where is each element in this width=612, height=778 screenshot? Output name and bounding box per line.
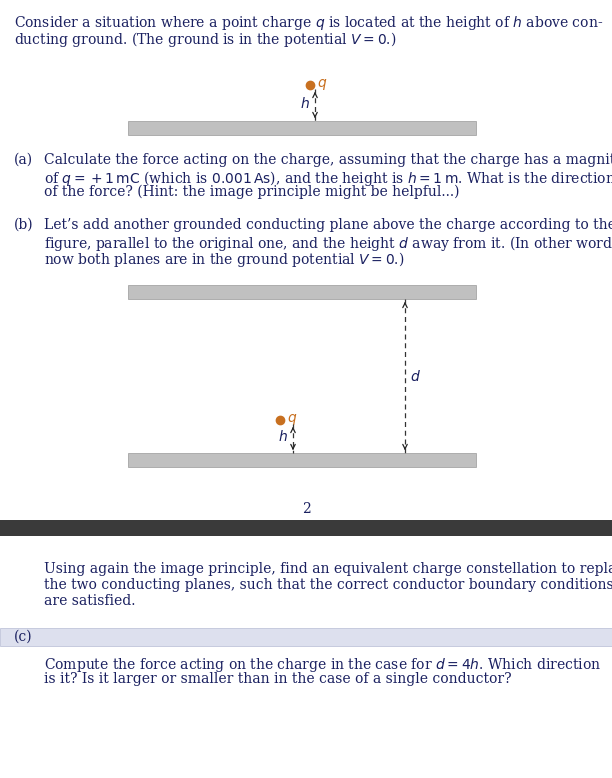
Text: $h$: $h$ xyxy=(300,96,310,110)
Text: Using again the image principle, find an equivalent charge constellation to repl: Using again the image principle, find an… xyxy=(44,562,612,576)
Bar xyxy=(128,285,476,299)
Text: figure, parallel to the original one, and the height $d$ away from it. (In other: figure, parallel to the original one, an… xyxy=(44,234,612,253)
Text: Consider a situation where a point charge $q$ is located at the height of $h$ ab: Consider a situation where a point charg… xyxy=(14,14,603,32)
Text: $q$: $q$ xyxy=(317,76,327,92)
Text: 2: 2 xyxy=(302,502,310,516)
Text: $d$: $d$ xyxy=(410,369,421,384)
Text: (c): (c) xyxy=(14,630,32,644)
Text: ducting ground. (The ground is in the potential $V = 0$.): ducting ground. (The ground is in the po… xyxy=(14,30,397,49)
Text: Compute the force acting on the charge in the case for $d = 4h$. Which direction: Compute the force acting on the charge i… xyxy=(44,656,601,674)
Bar xyxy=(0,628,612,646)
Text: Let’s add another grounded conducting plane above the charge according to the: Let’s add another grounded conducting pl… xyxy=(44,218,612,232)
Text: is it? Is it larger or smaller than in the case of a single conductor?: is it? Is it larger or smaller than in t… xyxy=(44,672,512,686)
Text: Calculate the force acting on the charge, assuming that the charge has a magnitu: Calculate the force acting on the charge… xyxy=(44,153,612,167)
Bar xyxy=(0,520,612,536)
Text: now both planes are in the ground potential $V = 0$.): now both planes are in the ground potent… xyxy=(44,250,405,269)
Bar xyxy=(128,453,476,467)
Text: of $q = +1\,\mathrm{mC}$ (which is $0.001\,\mathrm{As}$), and the height is $h =: of $q = +1\,\mathrm{mC}$ (which is $0.00… xyxy=(44,169,612,188)
Text: the two conducting planes, such that the correct conductor boundary conditions: the two conducting planes, such that the… xyxy=(44,578,612,592)
Text: (a): (a) xyxy=(14,153,33,167)
Bar xyxy=(128,121,476,135)
Text: $q$: $q$ xyxy=(287,412,297,426)
Text: $h$: $h$ xyxy=(278,429,288,444)
Text: of the force? (Hint: the image principle might be helpful...): of the force? (Hint: the image principle… xyxy=(44,185,460,199)
Text: (b): (b) xyxy=(14,218,34,232)
Text: are satisfied.: are satisfied. xyxy=(44,594,135,608)
